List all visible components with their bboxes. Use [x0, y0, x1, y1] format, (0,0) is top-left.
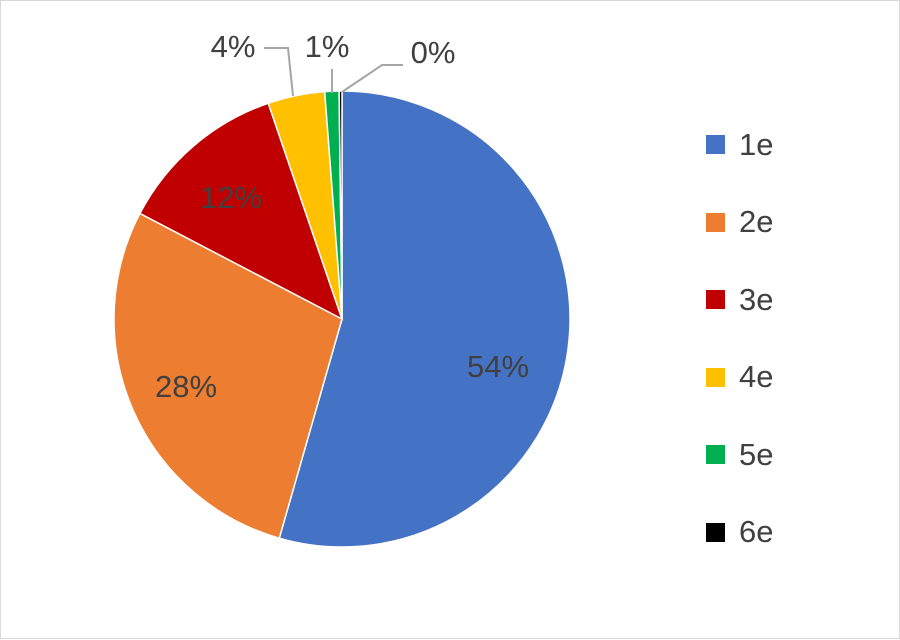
data-labels: 54% 28% 12% 4% 1% 0% [155, 29, 529, 404]
pie-slice-3e [138, 102, 344, 321]
legend-item-4e: 4e [706, 339, 773, 417]
pie-slice-1e [278, 90, 571, 548]
legend-item-5e: 5e [706, 416, 773, 494]
legend-label-4e: 4e [739, 359, 774, 395]
legend-item-1e: 1e [706, 106, 773, 184]
data-label-6e: 0% [411, 35, 456, 70]
data-label-4e: 4% [211, 29, 256, 64]
legend-label-2e: 2e [739, 204, 774, 240]
data-label-2e: 28% [155, 369, 217, 404]
data-label-3e: 12% [200, 180, 262, 215]
legend-label-6e: 6e [739, 514, 774, 550]
data-label-5e: 1% [305, 29, 350, 64]
legend-item-2e: 2e [706, 184, 773, 262]
legend-item-6e: 6e [706, 494, 773, 572]
legend-swatch-6e [706, 522, 725, 542]
legend-swatch-5e [706, 445, 725, 465]
leader-line-6e [341, 64, 403, 93]
legend-swatch-4e [706, 367, 725, 387]
leader-line-4e [264, 47, 294, 97]
legend-item-3e: 3e [706, 261, 773, 339]
leader-lines [264, 47, 403, 97]
legend-label-1e: 1e [739, 126, 774, 162]
legend-label-3e: 3e [739, 281, 774, 317]
legend-swatch-1e [706, 135, 725, 155]
legend-swatch-2e [706, 212, 725, 232]
legend: 1e 2e 3e 4e 5e 6e [706, 106, 773, 571]
legend-label-5e: 5e [739, 436, 774, 472]
data-label-1e: 54% [467, 349, 529, 384]
pie-slice-2e [113, 212, 343, 540]
pie-slices [113, 90, 571, 548]
legend-swatch-3e [706, 290, 725, 310]
